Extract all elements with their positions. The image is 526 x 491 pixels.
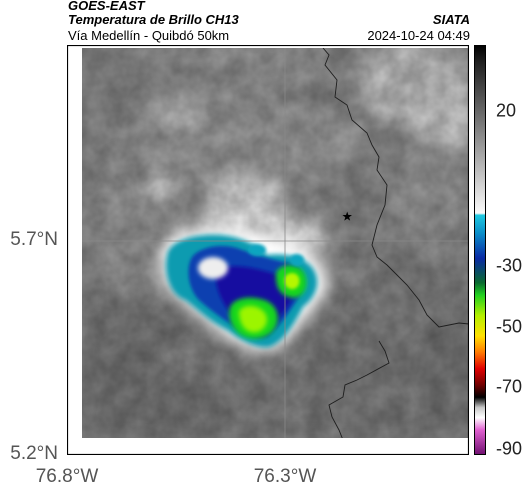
colorbar-gradient [474, 45, 486, 455]
map-panel[interactable] [66, 44, 470, 456]
map-frame [66, 44, 470, 456]
star-icon[interactable] [342, 211, 352, 221]
header-satellite: GOES-EAST [68, 0, 145, 13]
header-subtitle: Vía Medellín - Quibdó 50km [68, 28, 230, 43]
colorbar-tick-20: 20 [496, 100, 517, 121]
brightness-temperature-map [66, 44, 470, 456]
colorbar-scale [474, 45, 486, 455]
satellite-field [82, 48, 469, 438]
cold-cloud-top [160, 229, 328, 351]
header-organization: SIATA [432, 12, 470, 27]
lon-tick-76-8: 76.8°W [35, 466, 99, 487]
colorbar-tick-minus-70: -70 [496, 376, 523, 397]
colorbar-tick-minus-30: -30 [496, 255, 523, 276]
colorbar [474, 45, 486, 455]
lon-tick-76-3: 76.3°W [253, 466, 317, 487]
colorbar-tick-minus-50: -50 [496, 316, 523, 337]
lat-tick-5-7: 5.7°N [10, 229, 58, 250]
lat-tick-5-2: 5.2°N [10, 443, 58, 464]
department-border-south [328, 340, 390, 438]
header-product: Temperatura de Brillo CH13 [68, 12, 239, 27]
header-datetime: 2024-10-24 04:49 [367, 28, 470, 43]
department-border-east [322, 48, 469, 328]
colorbar-tick-minus-90: -90 [496, 438, 523, 459]
